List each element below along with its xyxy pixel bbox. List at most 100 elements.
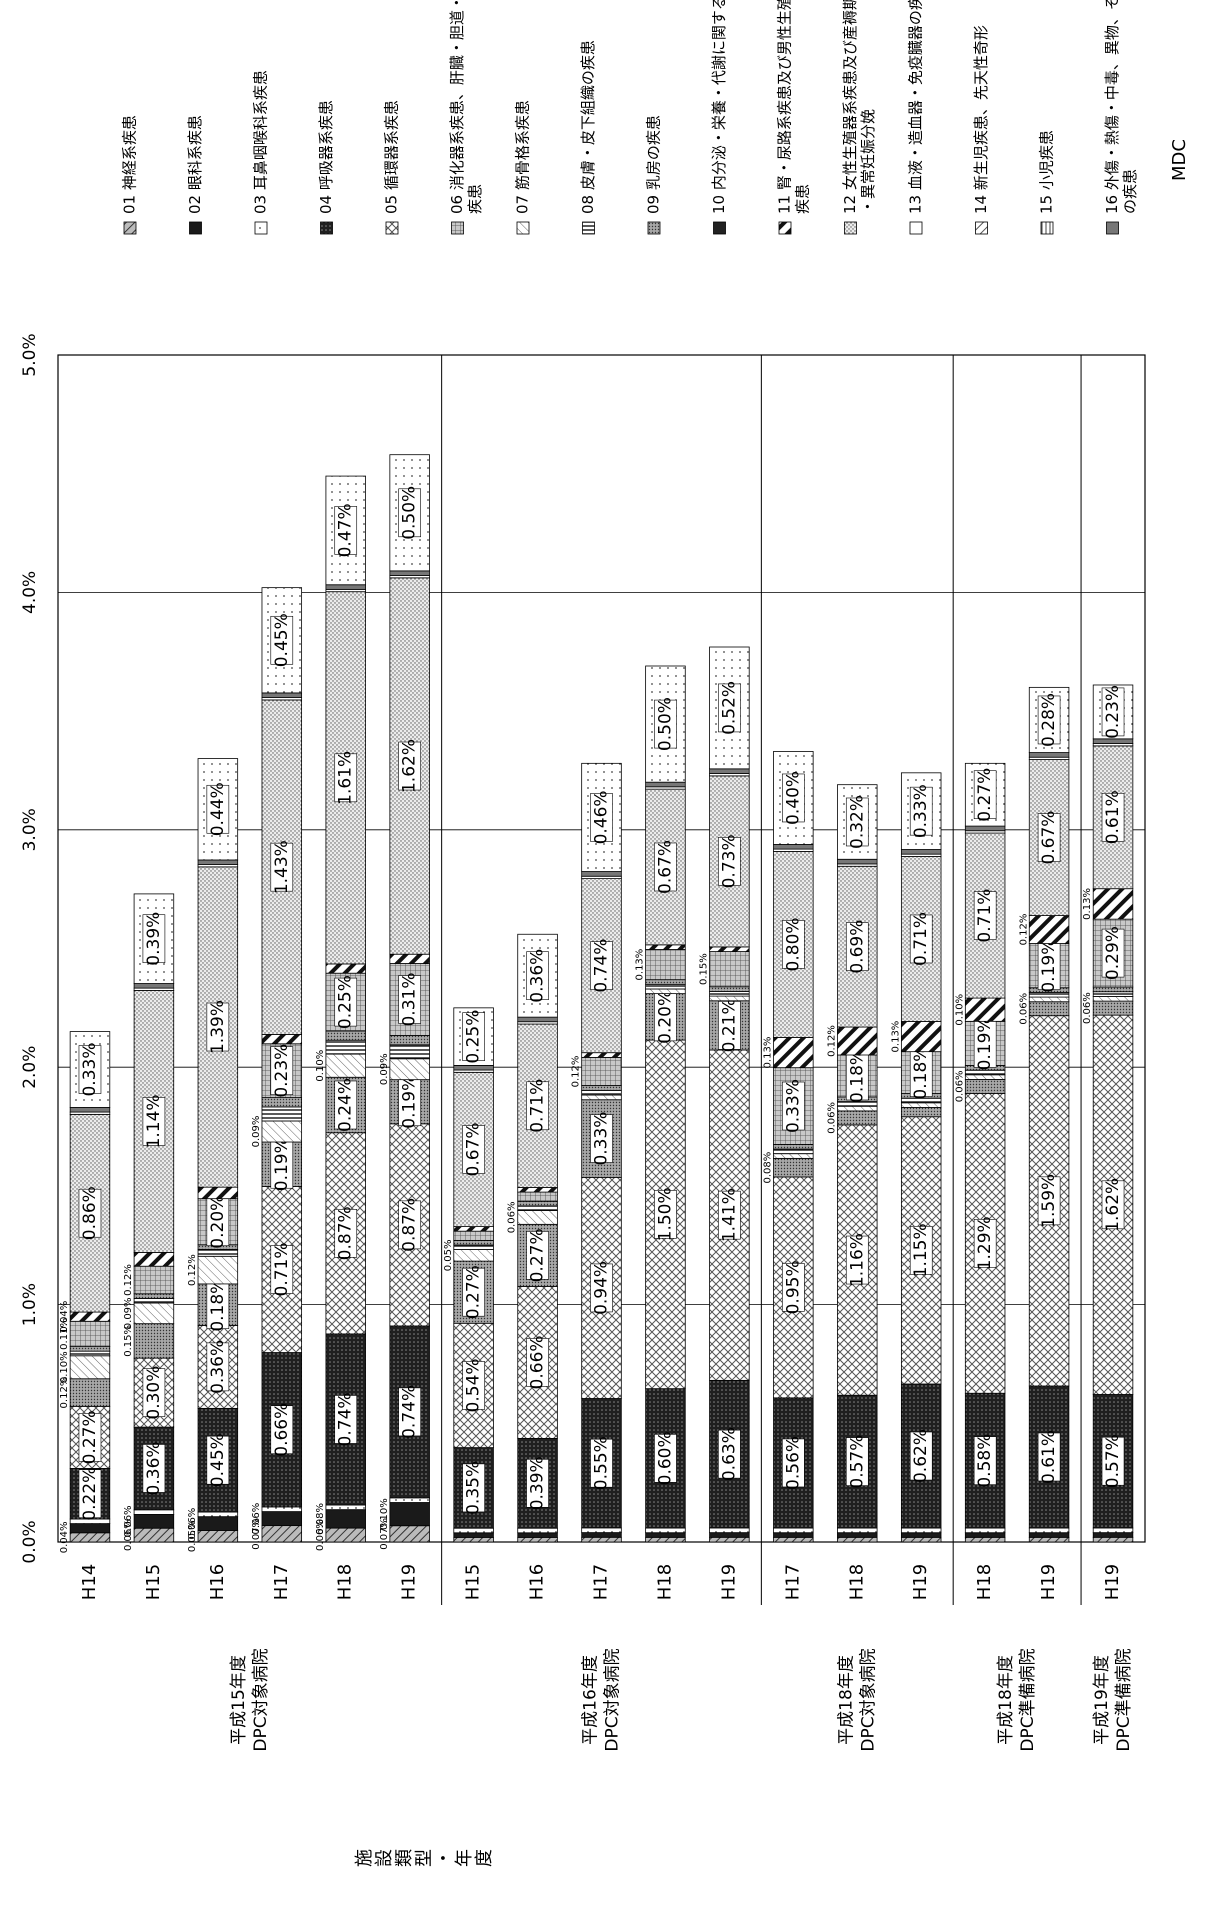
legend-label: 13 血液・造血器・免疫臓器の疾患: [907, 0, 925, 214]
bar-segment: [261, 1097, 303, 1108]
category-axis-title: 度: [474, 1849, 495, 1867]
data-label: 0.11%: [59, 1318, 70, 1350]
category-tick-label: H19: [1102, 1564, 1123, 1600]
data-label: 0.12%: [571, 1056, 582, 1088]
data-label: 0.44%: [208, 782, 228, 836]
bar-H19: 0.62% 1.15% 0.18% 0.13% 0.71% 0.33%: [890, 772, 942, 1543]
data-label: 0.19%: [975, 1016, 995, 1070]
legend-swatch: [254, 221, 268, 235]
group-label: 平成19年度: [1092, 1655, 1112, 1745]
data-label-box: [590, 793, 613, 842]
data-label: 1.41%: [719, 1188, 739, 1242]
bar-segment: [709, 991, 750, 997]
data-label: 0.74%: [400, 1385, 420, 1439]
bar-segment: [1092, 986, 1134, 993]
data-label-box: [718, 837, 741, 886]
data-label-box: [909, 786, 933, 836]
bar-segment: [581, 1085, 622, 1091]
bar-segment: [197, 1255, 239, 1285]
bar-segment: [581, 1532, 622, 1538]
data-label-box: [654, 842, 677, 892]
legend-label: 02 眼科系疾患: [186, 115, 204, 214]
data-label-box: [1101, 687, 1125, 737]
data-label: 0.71%: [272, 1242, 292, 1296]
legend-label: 01 神経系疾患: [121, 115, 139, 214]
bar-segment: [517, 1532, 558, 1538]
data-label: 0.18%: [208, 1278, 228, 1332]
data-label: 0.12%: [123, 1264, 134, 1296]
data-label: 0.09%: [251, 1116, 262, 1148]
data-label: 0.63%: [719, 1427, 739, 1481]
data-label: 0.24%: [336, 1078, 356, 1132]
data-label-box: [1101, 792, 1125, 842]
bar-segment: [773, 1532, 814, 1538]
bar-H17: 0.56% 0.95% 0.08% 0.33% 0.13% 0.80% 0.40%: [763, 751, 814, 1543]
data-label: 0.46%: [592, 790, 612, 844]
legend-swatch: [516, 221, 530, 235]
data-label: 0.25%: [464, 1010, 484, 1064]
data-label-box: [973, 1219, 997, 1268]
category-tick-label: H19: [399, 1564, 420, 1600]
bar-segment: [197, 1516, 239, 1531]
bar-H14: 0.04%0.22%0.27%0.12%0.10%0.11%0.04%0.86%…: [59, 1031, 111, 1553]
bar-segment: [389, 1502, 430, 1527]
data-label-box: [526, 1081, 549, 1131]
data-label-box: [1037, 813, 1061, 862]
bar-H17: 0.55% 0.94% 0.33% 0.12% 0.74% 0.46%: [571, 762, 622, 1543]
data-label-box: [782, 1438, 805, 1488]
data-label-box: [206, 784, 230, 834]
bar-segment: [709, 995, 750, 1002]
bar-H18: 0.58% 1.29% 0.06% 0.19% 0.10% 0.71% 0.27%: [954, 762, 1006, 1543]
bar-segment: [453, 1226, 494, 1232]
data-label-box: [334, 1080, 358, 1130]
data-label-box: [398, 1200, 421, 1250]
bar-segment: [389, 1035, 430, 1046]
data-label: 0.40%: [783, 771, 803, 825]
bar-segment: [964, 1527, 1006, 1534]
legend-swatch: [713, 221, 726, 235]
data-label-box: [526, 1338, 549, 1387]
group-label: DPC準備病院: [1018, 1648, 1038, 1751]
data-label: 0.28%: [1039, 693, 1059, 747]
bar-segment: [197, 1186, 239, 1200]
data-label: 0.54%: [464, 1358, 484, 1412]
data-label: 0.12%: [826, 1025, 837, 1057]
data-label: 0.23%: [272, 1044, 292, 1098]
data-label: 0.06%: [507, 1202, 518, 1234]
bar-segment: [69, 1532, 111, 1543]
legend-swatch: [451, 221, 464, 235]
data-label-box: [142, 1097, 166, 1146]
data-label: 0.55%: [592, 1436, 612, 1490]
legend-label: 疾患: [466, 184, 484, 214]
bar-segment: [517, 1200, 558, 1207]
bar-segment: [581, 762, 622, 872]
data-label: 0.18%: [847, 1049, 867, 1103]
bar-segment: [964, 825, 1006, 832]
bar-H19: 0.63% 1.41% 0.21% 0.15% 0.73% 0.52%: [699, 646, 750, 1543]
data-label: 0.23%: [1103, 685, 1123, 739]
data-label-box: [334, 506, 358, 555]
data-label-box: [334, 753, 358, 803]
data-label: 0.87%: [336, 1206, 356, 1260]
category-tick-label: H19: [1038, 1564, 1059, 1600]
data-label: 1.62%: [1103, 1178, 1123, 1232]
bar-H17: 0.07%0.06% 0.66% 0.71% 0.19% 0.09% 0.23% 1.43%…: [251, 587, 303, 1550]
legend-swatch: [844, 221, 857, 235]
bar-segment: [581, 871, 622, 877]
category-tick-label: H18: [974, 1564, 995, 1600]
bar-segment: [837, 1026, 878, 1056]
data-label: 0.09%: [123, 1297, 134, 1329]
data-label: 0.10%: [954, 994, 965, 1026]
bar-segment: [197, 859, 239, 865]
data-label-box: [270, 1245, 294, 1294]
bar-segment: [709, 1532, 750, 1538]
bar-segment: [773, 1536, 814, 1543]
bar-segment: [645, 949, 686, 981]
data-label: 1.59%: [1039, 1174, 1059, 1228]
legend-label: 06 消化器系疾患、肝臓・胆道・膵臓: [448, 0, 466, 214]
data-label: 0.10%: [379, 1498, 390, 1530]
legend-label: 10 内分泌・栄養・代謝に関する疾患: [710, 0, 728, 214]
bar-segment: [453, 1065, 494, 1071]
data-label: 0.13%: [1082, 888, 1093, 920]
bar-segment: [581, 1056, 622, 1087]
